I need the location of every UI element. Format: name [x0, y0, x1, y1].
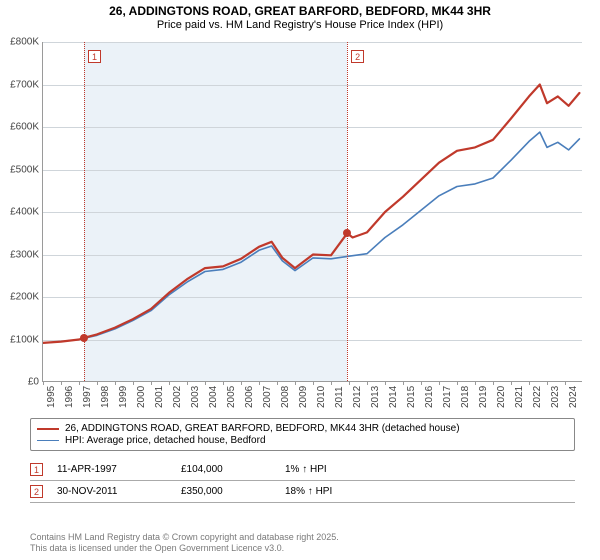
x-axis-label: 2024: [568, 386, 579, 408]
x-axis-label: 2010: [316, 386, 327, 408]
x-axis-label: 2008: [280, 386, 291, 408]
transaction-price: £104,000: [181, 464, 271, 475]
transaction-pct: 18% ↑ HPI: [285, 486, 385, 497]
x-axis-label: 2004: [208, 386, 219, 408]
divider: [30, 480, 575, 481]
y-axis-label: £200K: [1, 292, 39, 303]
y-axis-label: £300K: [1, 249, 39, 260]
x-axis-label: 2018: [460, 386, 471, 408]
x-axis-label: 2023: [550, 386, 561, 408]
x-axis-label: 2001: [154, 386, 165, 408]
x-axis-label: 2022: [532, 386, 543, 408]
footnote-line: Contains HM Land Registry data © Crown c…: [30, 532, 339, 542]
y-axis-label: £800K: [1, 37, 39, 48]
series-line: [43, 85, 579, 343]
transaction-price: £350,000: [181, 486, 271, 497]
table-row: 2 30-NOV-2011 £350,000 18% ↑ HPI: [30, 485, 575, 498]
x-axis-label: 2002: [172, 386, 183, 408]
x-axis-label: 2014: [388, 386, 399, 408]
transaction-date: 11-APR-1997: [57, 464, 167, 475]
x-axis-label: 2019: [478, 386, 489, 408]
transaction-date: 30-NOV-2011: [57, 486, 167, 497]
legend-swatch: [37, 440, 59, 441]
marker-badge: 1: [88, 50, 101, 63]
x-axis-label: 2007: [262, 386, 273, 408]
x-axis-label: 2000: [136, 386, 147, 408]
x-axis-label: 2021: [514, 386, 525, 408]
footnote-line: This data is licensed under the Open Gov…: [30, 543, 284, 553]
y-axis-label: £700K: [1, 79, 39, 90]
transaction-badge: 2: [30, 485, 43, 498]
legend-item: HPI: Average price, detached house, Bedf…: [37, 435, 568, 446]
x-axis-label: 2016: [424, 386, 435, 408]
x-axis-label: 1995: [46, 386, 57, 408]
chart-title: 26, ADDINGTONS ROAD, GREAT BARFORD, BEDF…: [0, 4, 600, 18]
transactions-table: 1 11-APR-1997 £104,000 1% ↑ HPI 2 30-NOV…: [30, 460, 575, 507]
chart-subtitle: Price paid vs. HM Land Registry's House …: [0, 19, 600, 31]
legend-label: 26, ADDINGTONS ROAD, GREAT BARFORD, BEDF…: [65, 423, 460, 434]
legend-swatch: [37, 428, 59, 430]
x-axis-label: 1998: [100, 386, 111, 408]
x-axis-label: 2006: [244, 386, 255, 408]
marker-point: [343, 229, 351, 237]
x-axis-label: 1999: [118, 386, 129, 408]
transaction-badge: 1: [30, 463, 43, 476]
legend: 26, ADDINGTONS ROAD, GREAT BARFORD, BEDF…: [30, 418, 575, 451]
x-axis-label: 2015: [406, 386, 417, 408]
x-axis-label: 2003: [190, 386, 201, 408]
series-line: [43, 132, 579, 343]
transaction-pct: 1% ↑ HPI: [285, 464, 385, 475]
x-axis-label: 2013: [370, 386, 381, 408]
y-axis-label: £100K: [1, 334, 39, 345]
chart-plot-area: £0£100K£200K£300K£400K£500K£600K£700K£80…: [42, 42, 582, 382]
x-axis-label: 1996: [64, 386, 75, 408]
series-svg: [43, 42, 583, 382]
legend-label: HPI: Average price, detached house, Bedf…: [65, 435, 266, 446]
y-axis-label: £500K: [1, 164, 39, 175]
marker-point: [80, 334, 88, 342]
divider: [30, 502, 575, 503]
y-axis-label: £0: [1, 377, 39, 388]
marker-badge: 2: [351, 50, 364, 63]
marker-line: [84, 42, 85, 381]
x-axis-label: 2011: [334, 386, 345, 408]
marker-line: [347, 42, 348, 381]
y-axis-label: £400K: [1, 207, 39, 218]
x-axis-label: 2009: [298, 386, 309, 408]
x-axis-label: 2020: [496, 386, 507, 408]
x-axis-label: 2012: [352, 386, 363, 408]
x-axis-label: 2005: [226, 386, 237, 408]
x-axis-label: 2017: [442, 386, 453, 408]
table-row: 1 11-APR-1997 £104,000 1% ↑ HPI: [30, 463, 575, 476]
legend-item: 26, ADDINGTONS ROAD, GREAT BARFORD, BEDF…: [37, 423, 568, 434]
footnote: Contains HM Land Registry data © Crown c…: [30, 532, 339, 555]
y-axis-label: £600K: [1, 122, 39, 133]
x-axis-label: 1997: [82, 386, 93, 408]
